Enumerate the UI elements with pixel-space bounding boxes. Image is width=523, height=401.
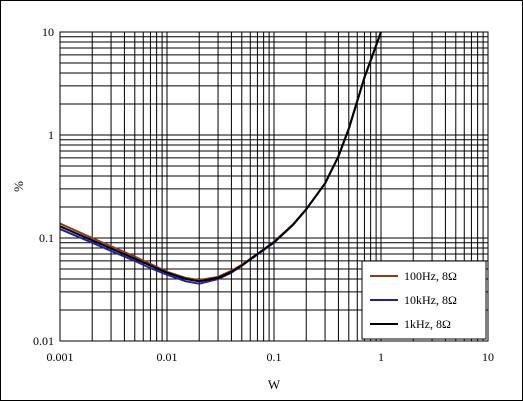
legend-label: 100Hz, 8Ω (404, 269, 457, 283)
x-tick-label: 0.1 (267, 350, 282, 364)
series-group (59, 31, 382, 285)
y-tick-label: 0.1 (39, 231, 54, 245)
legend-label: 10kHz, 8Ω (404, 293, 457, 307)
y-tick-label: 0.01 (33, 334, 54, 348)
legend: 100Hz, 8Ω 10kHz, 8Ω 1kHz, 8Ω (361, 260, 487, 340)
legend-box (361, 260, 487, 340)
tick-labels: 0.001 0.01 0.1 1 10 0.01 0.1 1 10 (33, 25, 494, 364)
series-line-1khz (59, 31, 382, 283)
y-tick-label: 10 (42, 25, 54, 39)
y-tick-label: 1 (48, 128, 54, 142)
x-tick-label: 1 (378, 350, 384, 364)
y-axis-label: % (11, 181, 26, 192)
x-tick-label: 10 (482, 350, 494, 364)
plot-border (59, 31, 489, 342)
legend-label: 1kHz, 8Ω (404, 317, 451, 331)
x-axis-label: W (268, 377, 281, 392)
x-tick-label: 0.01 (157, 350, 178, 364)
x-tick-label: 0.001 (47, 350, 74, 364)
